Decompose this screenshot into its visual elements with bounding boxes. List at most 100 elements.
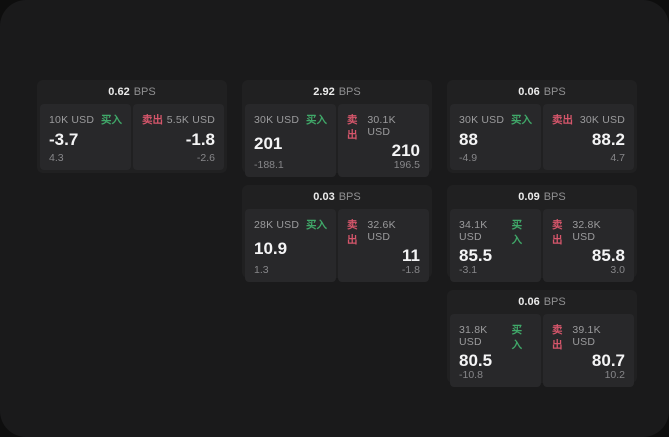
quote-card: 2.92 BPS 30K USD 买入 201 -188.1 卖出 30.1K U… [242,80,432,177]
spread-unit: BPS [338,86,361,98]
quote-tiles: 30K USD 买入 201 -188.1 卖出 30.1K USD 210 1… [245,104,429,177]
sell-amount: 32.8K USD [572,219,601,243]
sell-button[interactable]: 卖出 [552,219,563,246]
spread-value: 0.09 [518,191,540,203]
quote-card: 0.06 BPS 30K USD 买入 88 -4.9 卖出 30K USD 88… [447,80,637,173]
sell-quote-tile[interactable]: 卖出 30K USD 88.2 4.7 [543,104,634,170]
sell-price: 80.7 [591,351,625,370]
buy-button[interactable]: 买入 [306,114,327,126]
buy-amount: 10K USD [49,114,95,126]
spread-unit: BPS [133,86,156,98]
buy-amount: 30K USD [254,114,300,126]
quote-tiles: 10K USD 买入 -3.7 4.3 卖出 5.5K USD -1.8 -2.… [40,104,224,170]
buy-quote-tile[interactable]: 30K USD 买入 88 -4.9 [450,104,541,170]
quote-card: 0.06 BPS 31.8K USD 买入 80.5 -10.8 卖出 39.1K… [447,290,637,387]
buy-delta: -4.9 [459,152,478,164]
buy-button[interactable]: 买入 [511,114,532,126]
sell-tile-top: 卖出 32.8K USD [552,217,625,247]
buy-price: -3.7 [49,130,79,149]
spread-header: 0.62 BPS [40,80,224,104]
spread-unit: BPS [338,191,361,203]
spread-unit: BPS [543,191,566,203]
buy-delta: 4.3 [49,152,64,164]
spread-header: 0.06 BPS [450,290,634,314]
sell-delta: -1.8 [401,264,420,276]
buy-button[interactable]: 买入 [511,219,523,246]
sell-price: 210 [391,141,420,160]
sell-price: 11 [402,246,420,265]
sell-button[interactable]: 卖出 [347,219,358,246]
spread-unit: BPS [543,86,566,98]
quote-card: 0.09 BPS 34.1K USD 买入 85.5 -3.1 卖出 32.8K … [447,185,637,282]
spread-value: 0.03 [313,191,335,203]
sell-quote-tile[interactable]: 卖出 39.1K USD 80.7 10.2 [543,314,634,387]
buy-delta: -10.8 [459,369,483,381]
sell-amount: 39.1K USD [572,324,601,348]
buy-price: 201 [254,133,283,153]
sell-button[interactable]: 卖出 [552,114,573,126]
quote-card: 0.03 BPS 28K USD 买入 10.9 1.3 卖出 32.6K USD… [242,185,432,282]
buy-button[interactable]: 买入 [101,114,122,126]
sell-button[interactable]: 卖出 [142,114,163,126]
quote-tiles: 31.8K USD 买入 80.5 -10.8 卖出 39.1K USD 80.… [450,314,634,387]
buy-amount: 31.8K USD [459,324,488,348]
sell-delta: 4.7 [610,152,625,164]
sell-delta: 10.2 [604,369,625,381]
sell-delta: 3.0 [610,264,625,276]
buy-quote-tile[interactable]: 10K USD 买入 -3.7 4.3 [40,104,131,170]
quote-tiles: 34.1K USD 买入 85.5 -3.1 卖出 32.8K USD 85.8… [450,209,634,282]
sell-button[interactable]: 卖出 [347,114,358,141]
buy-price: 80.5 [459,351,493,370]
spread-header: 0.03 BPS [245,185,429,209]
buy-quote-tile[interactable]: 30K USD 买入 201 -188.1 [245,104,336,177]
buy-price: 10.9 [254,238,288,258]
buy-tile-top: 30K USD 买入 [459,112,532,127]
spread-header: 2.92 BPS [245,80,429,104]
spread-value: 0.06 [518,296,540,308]
buy-tile-top: 10K USD 买入 [49,112,122,127]
sell-tile-top: 卖出 39.1K USD [552,322,625,352]
buy-tile-top: 28K USD 买入 [254,217,327,232]
quote-tiles: 28K USD 买入 10.9 1.3 卖出 32.6K USD 11 -1.8 [245,209,429,282]
spread-header: 0.09 BPS [450,185,634,209]
sell-tile-top: 卖出 5.5K USD [142,112,215,127]
buy-quote-tile[interactable]: 34.1K USD 买入 85.5 -3.1 [450,209,541,282]
sell-button[interactable]: 卖出 [552,324,563,351]
buy-tile-top: 30K USD 买入 [254,112,327,127]
buy-tile-top: 34.1K USD 买入 [459,217,532,247]
spread-unit: BPS [543,296,566,308]
buy-button[interactable]: 买入 [511,324,523,351]
buy-tile-top: 31.8K USD 买入 [459,322,532,352]
spread-value: 0.06 [518,86,540,98]
sell-tile-top: 卖出 32.6K USD [347,217,420,247]
sell-quote-tile[interactable]: 卖出 30.1K USD 210 196.5 [338,104,429,177]
quote-tiles: 30K USD 买入 88 -4.9 卖出 30K USD 88.2 4.7 [450,104,634,170]
spread-value: 2.92 [313,86,335,98]
sell-quote-tile[interactable]: 卖出 32.6K USD 11 -1.8 [338,209,429,282]
buy-amount: 34.1K USD [459,219,488,243]
sell-amount: 32.6K USD [367,219,396,243]
buy-quote-tile[interactable]: 31.8K USD 买入 80.5 -10.8 [450,314,541,387]
buy-quote-tile[interactable]: 28K USD 买入 10.9 1.3 [245,209,336,282]
quote-card: 0.62 BPS 10K USD 买入 -3.7 4.3 卖出 5.5K USD … [37,80,227,173]
sell-price: 85.8 [591,246,625,265]
sell-amount: 30K USD [579,114,625,126]
sell-quote-tile[interactable]: 卖出 32.8K USD 85.8 3.0 [543,209,634,282]
sell-delta: -2.6 [196,152,215,164]
buy-price: 85.5 [459,246,493,265]
sell-delta: 196.5 [393,159,420,171]
buy-amount: 28K USD [254,219,300,231]
sell-price: 88.2 [591,130,625,149]
sell-price: -1.8 [185,130,215,149]
sell-amount: 5.5K USD [166,114,215,126]
sell-quote-tile[interactable]: 卖出 5.5K USD -1.8 -2.6 [133,104,224,170]
buy-button[interactable]: 买入 [306,219,327,231]
buy-amount: 30K USD [459,114,505,126]
quote-cards-grid: 0.62 BPS 10K USD 买入 -3.7 4.3 卖出 5.5K USD … [37,80,637,387]
buy-price: 88 [459,130,478,149]
spread-header: 0.06 BPS [450,80,634,104]
sell-tile-top: 卖出 30.1K USD [347,112,420,142]
sell-amount: 30.1K USD [367,114,396,138]
spread-value: 0.62 [108,86,130,98]
